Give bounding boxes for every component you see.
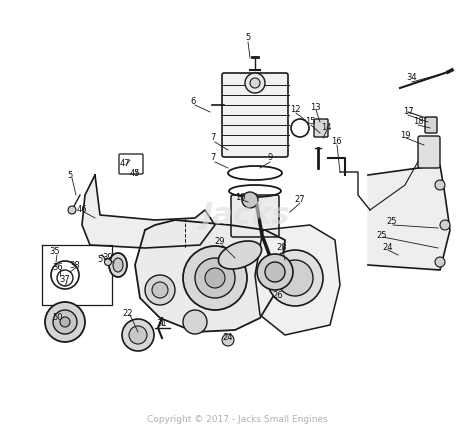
Text: 18: 18	[413, 117, 423, 126]
Text: 22: 22	[123, 308, 133, 317]
Text: 29: 29	[215, 237, 225, 246]
Text: 5: 5	[97, 255, 103, 264]
Circle shape	[145, 275, 175, 305]
Text: 5: 5	[246, 34, 251, 43]
Text: 46: 46	[77, 206, 87, 215]
Text: 37: 37	[60, 276, 70, 285]
Text: 25: 25	[387, 218, 397, 227]
Circle shape	[60, 317, 70, 327]
Circle shape	[257, 254, 293, 290]
Text: 39: 39	[103, 254, 113, 262]
Circle shape	[129, 326, 147, 344]
Text: 16: 16	[331, 138, 341, 147]
Circle shape	[435, 180, 445, 190]
Polygon shape	[82, 175, 215, 248]
Text: 35: 35	[50, 248, 60, 257]
Text: 7: 7	[210, 133, 216, 142]
Circle shape	[440, 220, 450, 230]
Circle shape	[435, 257, 445, 267]
Text: 34: 34	[407, 74, 417, 83]
Circle shape	[277, 260, 313, 296]
FancyBboxPatch shape	[425, 117, 437, 133]
Text: 27: 27	[295, 196, 305, 205]
Text: 9: 9	[267, 154, 273, 163]
Circle shape	[195, 258, 235, 298]
Text: 7: 7	[210, 154, 216, 163]
FancyBboxPatch shape	[314, 119, 328, 137]
Circle shape	[104, 258, 111, 265]
Text: 47: 47	[120, 159, 130, 168]
Text: 14: 14	[321, 123, 331, 132]
FancyBboxPatch shape	[222, 73, 288, 157]
FancyBboxPatch shape	[231, 195, 279, 237]
Text: Jacks: Jacks	[201, 200, 289, 230]
Text: 50: 50	[53, 313, 63, 322]
Ellipse shape	[219, 241, 262, 269]
Text: Copyright © 2017 - Jacks Small Engines: Copyright © 2017 - Jacks Small Engines	[146, 415, 328, 424]
Text: 24: 24	[383, 243, 393, 252]
Text: 15: 15	[305, 117, 315, 126]
Text: 10: 10	[235, 194, 245, 203]
Text: 31: 31	[157, 319, 167, 328]
Text: 26: 26	[273, 291, 283, 300]
Circle shape	[68, 206, 76, 214]
Text: 28: 28	[277, 243, 287, 252]
Text: 5: 5	[67, 171, 73, 179]
Circle shape	[242, 192, 258, 208]
Circle shape	[265, 262, 285, 282]
Text: 24: 24	[223, 334, 233, 343]
Circle shape	[183, 310, 207, 334]
Text: 45: 45	[130, 169, 140, 178]
Ellipse shape	[113, 258, 123, 272]
Text: 12: 12	[290, 105, 300, 114]
FancyBboxPatch shape	[119, 154, 143, 174]
Text: 36: 36	[53, 264, 64, 273]
Circle shape	[250, 78, 260, 88]
Polygon shape	[255, 225, 340, 335]
Circle shape	[53, 310, 77, 334]
Text: 38: 38	[70, 261, 81, 270]
Circle shape	[152, 282, 168, 298]
Text: 13: 13	[310, 104, 320, 113]
Circle shape	[222, 334, 234, 346]
Circle shape	[245, 73, 265, 93]
Text: 6: 6	[191, 98, 196, 107]
Circle shape	[122, 319, 154, 351]
Circle shape	[45, 302, 85, 342]
Text: 19: 19	[400, 130, 410, 139]
Circle shape	[205, 268, 225, 288]
Polygon shape	[135, 220, 285, 332]
FancyBboxPatch shape	[418, 136, 440, 168]
Text: 25: 25	[377, 230, 387, 240]
Circle shape	[267, 250, 323, 306]
Polygon shape	[368, 165, 450, 270]
Circle shape	[183, 246, 247, 310]
Ellipse shape	[109, 253, 127, 277]
Text: 17: 17	[403, 108, 413, 117]
